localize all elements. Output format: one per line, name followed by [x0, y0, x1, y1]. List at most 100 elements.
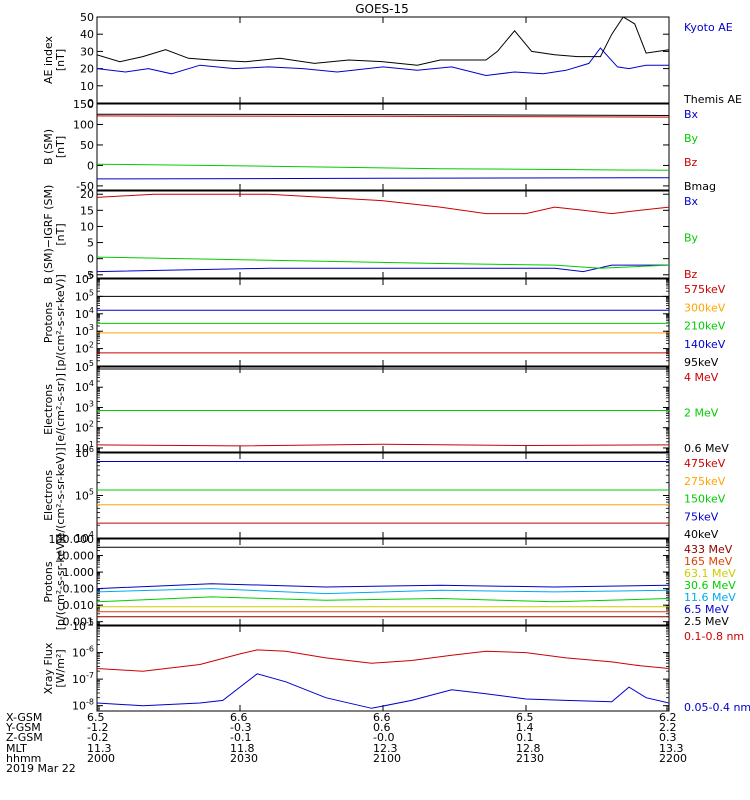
legend-label: 6.5 MeV: [684, 603, 729, 616]
legend-label: Bx: [684, 108, 699, 121]
y-axis-unit: [e/(cm²-s-sr-keV)]: [54, 447, 67, 543]
ephemeris-value: 2030: [230, 752, 258, 765]
legend-label: 30.6 MeV: [684, 579, 736, 592]
y-tick-label: 10-8: [72, 698, 94, 713]
y-tick-label: 102: [75, 420, 94, 435]
series-line-bz: [97, 193, 669, 215]
panel-xray: 10-8 10-7 10-6 10-5 Xray Flux [W/m²] 0.1-0.8 n…: [42, 618, 750, 714]
ephemeris-value: 2200: [659, 752, 687, 765]
panel-bsm: -50 0 50 100 150 B (SM) [nT] Bx By Bz Bmag: [42, 98, 716, 193]
y-tick-label: 20: [80, 188, 94, 201]
panel-frame: [96, 190, 670, 279]
ephemeris-value: 11.8: [230, 742, 255, 755]
legend-label: By: [684, 232, 699, 245]
ephemeris-value: 6.6: [230, 711, 248, 724]
series-line-11-6-mev: [97, 588, 669, 595]
y-axis-label: Electrons: [42, 470, 55, 521]
ephemeris-value: 0.1: [516, 731, 534, 744]
panel-protons2: 0.001 0.010 0.100 1.000 10.000 100.000 Protons…: [42, 533, 736, 630]
y-tick-label: 10: [80, 80, 94, 93]
legend-label: 75keV: [684, 510, 719, 523]
series-line-by: [97, 256, 669, 269]
series-line-bz: [97, 115, 669, 118]
legend-label: 40keV: [684, 528, 719, 541]
series-group: [97, 193, 669, 273]
y-tick-label: 104: [75, 530, 94, 545]
y-axis-unit: [nT]: [54, 49, 67, 71]
ephemeris-value: 6.6: [373, 711, 391, 724]
series-line-4-mev: [97, 443, 669, 447]
ephemeris-value: -0.2: [87, 731, 108, 744]
legend-label: 4 MeV: [684, 371, 719, 384]
y-tick-label: 50: [80, 139, 94, 152]
y-tick-label: 102: [75, 341, 94, 356]
ephemeris-value: 6.5: [87, 711, 105, 724]
panel-ae: 0 10 20 30 40 50 AE index [nT] Kyoto AE Themis AE: [42, 11, 742, 110]
ephemeris-row-label: X-GSM: [6, 711, 42, 724]
series-line-bx: [97, 264, 669, 273]
ephemeris-value: 13.3: [659, 742, 684, 755]
y-tick-label: 150: [73, 98, 94, 111]
series-group: [97, 368, 669, 447]
y-axis-unit: [W/m²]: [54, 649, 67, 687]
legend-label: 0.05-0.4 nm: [684, 701, 750, 714]
series-line-bx: [97, 177, 669, 180]
y-axis-unit: [p/(cm²-s-sr-keV)]: [54, 534, 67, 631]
y-tick-label: 0: [87, 253, 94, 266]
series-group: [97, 649, 669, 709]
series-group: [97, 113, 669, 180]
panel-protons1: 102 103 104 105 106 Protons [p/(cm²-s-sr-keV)]…: [42, 271, 726, 371]
ephemeris-row-label: 2019 Mar 22: [6, 762, 76, 775]
y-tick-label: 5: [87, 237, 94, 250]
legend-label: 210keV: [684, 320, 726, 333]
legend-label: Themis AE: [683, 93, 742, 106]
ephemeris-value: -1.2: [87, 721, 108, 734]
legend-label: Bz: [684, 268, 698, 281]
y-tick-label: 20: [80, 63, 94, 76]
legend-label: 140keV: [684, 338, 726, 351]
y-tick-label: 10-6: [72, 645, 94, 660]
y-tick-label: 105: [75, 488, 94, 503]
legend-label: 2 MeV: [684, 407, 719, 420]
ephemeris-value: 11.3: [87, 742, 112, 755]
ephemeris-value: 12.3: [373, 742, 398, 755]
legend-label: 2.5 MeV: [684, 615, 729, 628]
series-line-0-05-0-4-nm: [97, 673, 669, 709]
y-tick-label: 106: [75, 271, 94, 286]
panel-frame: [96, 625, 670, 712]
series-line-6-5-mev: [97, 583, 669, 590]
y-tick-label: 30: [80, 45, 94, 58]
series-line-by: [97, 163, 669, 171]
y-tick-label: 15: [80, 204, 94, 217]
y-axis-label: Xray Flux: [42, 642, 55, 694]
panel-bigrf: -5 0 5 10 15 20 B (SM)−IGRF (SM) [nT] Bx By Bz: [42, 185, 699, 285]
y-tick-label: 0: [87, 159, 94, 172]
y-axis-label: Electrons: [42, 384, 55, 435]
series-line-30-6-mev: [97, 596, 669, 603]
series-group: [97, 546, 669, 618]
series-line-themis-ae: [97, 17, 669, 66]
legend-label: 63.1 MeV: [684, 567, 736, 580]
ephemeris-value: 1.4: [516, 721, 534, 734]
y-tick-label: 0.001: [63, 616, 95, 629]
y-tick-label: 10.000: [56, 550, 95, 563]
ephemeris-value: 0.3: [659, 731, 677, 744]
y-tick-label: 50: [80, 11, 94, 24]
y-tick-label: 100.000: [49, 533, 95, 546]
ephemeris-row-label: MLT: [6, 742, 27, 755]
series-group: [97, 461, 669, 524]
series-line-0-1-0-8-nm: [97, 649, 669, 672]
legend-label: Bx: [684, 195, 699, 208]
legend-label: 275keV: [684, 475, 726, 488]
y-tick-label: 104: [75, 306, 94, 321]
ephemeris-value: 12.8: [516, 742, 541, 755]
ephemeris-value: -0.0: [373, 731, 394, 744]
y-axis-unit: [nT]: [54, 136, 67, 158]
ephemeris-value: -0.1: [230, 731, 251, 744]
y-tick-label: 103: [75, 323, 94, 338]
y-axis-unit: [p/(cm²-s-sr-keV)]: [54, 274, 67, 371]
panel-electrons2: 104 105 106 Electrons [e/(cm²-s-sr-keV)] 475k…: [42, 445, 726, 545]
legend-label: 0.6 MeV: [684, 442, 729, 455]
ephemeris-value: 6.5: [516, 711, 534, 724]
